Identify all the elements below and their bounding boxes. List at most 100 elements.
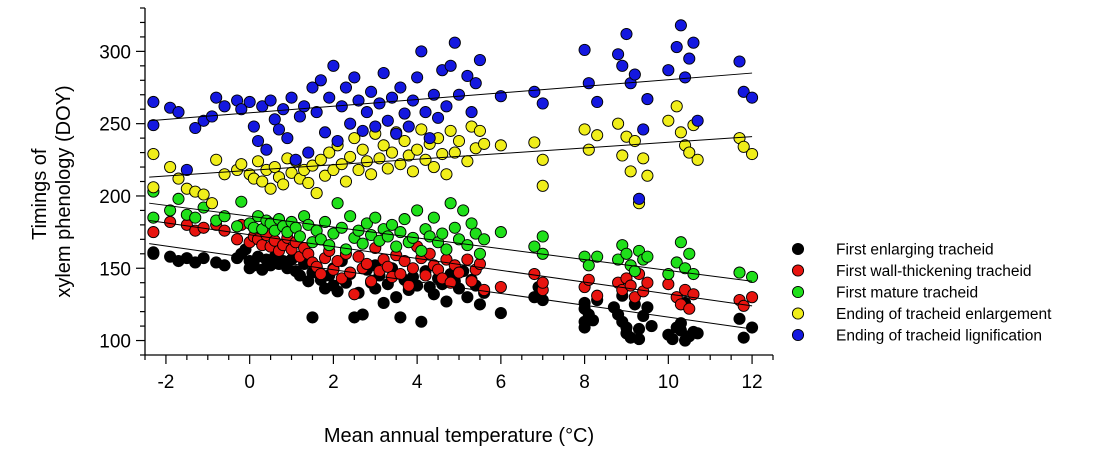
data-point	[427, 211, 440, 224]
data-point	[666, 333, 679, 346]
data-point	[268, 160, 281, 174]
x-axis: -2 0 2 4 6 8 10 12	[144, 355, 774, 393]
data-point	[582, 143, 595, 156]
data-point	[632, 333, 646, 346]
data-point	[281, 132, 294, 145]
data-point	[641, 301, 654, 314]
data-point	[415, 315, 428, 328]
data-point	[293, 110, 306, 123]
data-point	[637, 152, 650, 165]
data-point	[683, 302, 696, 315]
data-point	[427, 160, 440, 174]
data-point	[641, 93, 654, 106]
data-point	[733, 55, 746, 68]
data-point	[469, 227, 482, 240]
data-point	[147, 147, 160, 161]
data-point	[381, 260, 394, 273]
data-point	[628, 134, 641, 148]
data-point	[628, 265, 641, 278]
data-point	[180, 163, 193, 176]
data-point	[331, 134, 344, 148]
data-point	[348, 288, 361, 301]
data-point	[473, 54, 486, 67]
data-point	[310, 187, 323, 200]
data-point	[440, 168, 453, 181]
data-point	[402, 279, 415, 292]
data-point	[164, 160, 177, 174]
data-point	[402, 120, 415, 133]
legend-marker	[791, 264, 805, 277]
data-point	[620, 321, 633, 334]
data-point	[683, 52, 696, 65]
data-point	[356, 143, 369, 156]
trend-line	[149, 136, 753, 178]
data-point	[733, 312, 746, 325]
y-tick-label: 300	[99, 42, 131, 63]
legend-label: Ending of tracheid lignification	[836, 328, 1042, 345]
data-point	[691, 114, 704, 127]
data-point	[637, 123, 650, 136]
data-point	[478, 137, 491, 150]
data-point	[478, 233, 491, 246]
data-point	[356, 308, 369, 321]
x-axis-title: Mean annual temperature (°C)	[324, 425, 594, 447]
data-point	[423, 132, 436, 145]
data-point	[398, 213, 411, 226]
data-point	[172, 106, 185, 119]
data-point	[494, 226, 507, 239]
data-point	[612, 117, 625, 130]
data-point	[528, 240, 541, 253]
data-point	[582, 259, 595, 272]
data-point	[436, 227, 449, 240]
data-point	[327, 59, 340, 72]
data-point	[352, 163, 365, 176]
data-point	[231, 233, 244, 246]
data-point	[394, 267, 407, 281]
data-point	[746, 147, 759, 161]
data-point	[465, 217, 478, 230]
trend-line	[149, 243, 753, 330]
y-tick-label: 100	[99, 332, 131, 353]
data-point	[528, 136, 541, 149]
data-point	[323, 146, 336, 159]
data-point	[674, 126, 687, 139]
data-point	[670, 256, 683, 269]
data-point	[432, 111, 445, 124]
data-point	[339, 175, 353, 188]
data-point	[218, 168, 231, 181]
data-point	[473, 298, 486, 311]
data-point	[293, 230, 306, 243]
data-point	[369, 120, 382, 133]
data-point	[737, 140, 750, 153]
data-point	[377, 139, 390, 152]
data-point	[406, 165, 419, 178]
data-point	[536, 179, 549, 192]
data-point	[365, 275, 378, 288]
data-point	[268, 113, 281, 126]
data-point	[444, 197, 457, 210]
legend-marker	[791, 285, 805, 299]
data-point	[356, 237, 369, 250]
data-point	[235, 103, 248, 116]
data-point	[733, 266, 746, 279]
legend-marker	[791, 242, 805, 256]
data-point	[612, 253, 625, 266]
data-point	[298, 100, 311, 113]
data-point	[448, 221, 461, 234]
data-point	[147, 246, 160, 259]
data-point	[578, 43, 591, 56]
data-point	[679, 262, 692, 275]
data-point	[494, 280, 507, 294]
trend-line	[149, 202, 753, 282]
data-point	[302, 176, 315, 189]
data-point	[674, 19, 687, 32]
data-point	[398, 107, 411, 120]
data-point	[737, 299, 750, 312]
data-point	[411, 143, 424, 156]
data-point	[536, 276, 549, 289]
data-point	[289, 153, 302, 166]
data-point	[628, 291, 641, 304]
data-point	[231, 220, 244, 233]
data-point	[310, 106, 323, 119]
y-axis-title-line-1: Timings of	[29, 148, 51, 240]
